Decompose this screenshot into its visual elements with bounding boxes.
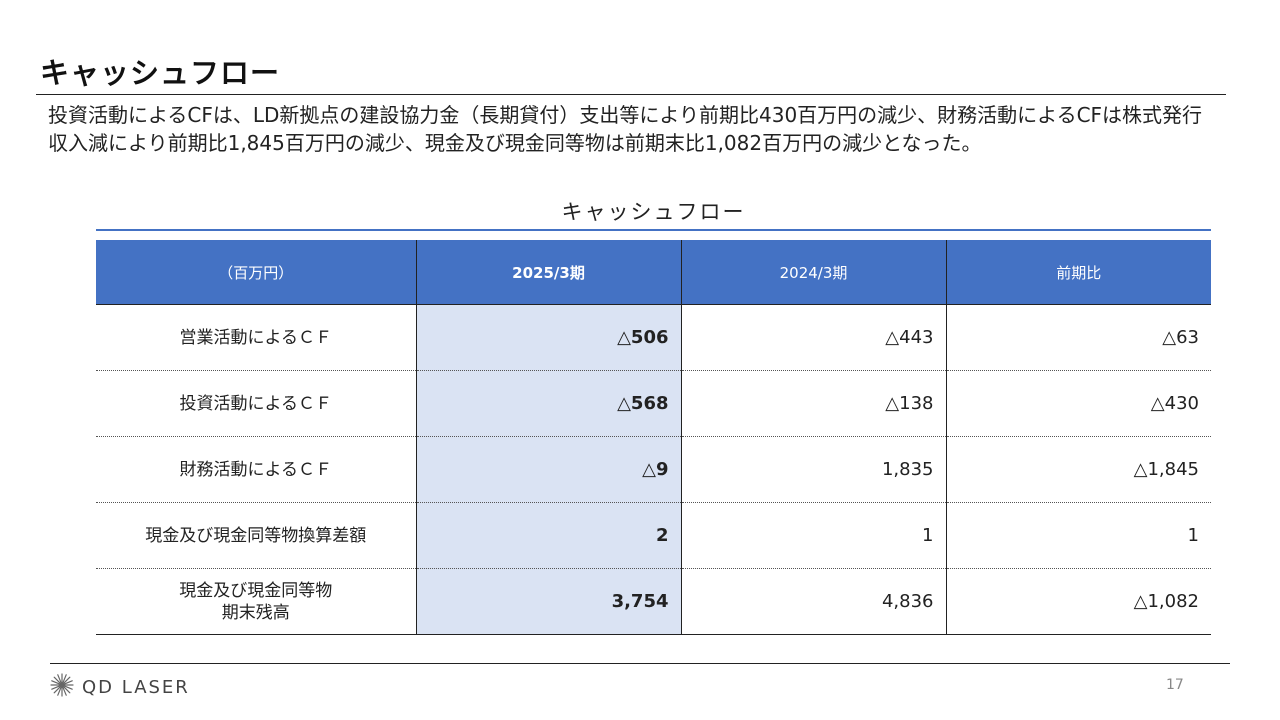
row-label-text: 投資活動によるＣＦ [179,393,333,414]
cell-change: △1,082 [945,568,1211,635]
cell-current: △568 [415,370,681,437]
footer-divider [50,663,1230,664]
page-number: 17 [1166,677,1184,693]
cell-previous: △138 [680,370,946,437]
starburst-icon [50,673,74,701]
row-label: 財務活動によるＣＦ [96,436,416,503]
cell-previous: 1,835 [680,436,946,503]
summary-text: 投資活動によるCFは、LD新拠点の建設協力金（長期貸付）支出等により前期比430… [48,103,1203,155]
cell-change: △1,845 [945,436,1211,503]
row-label-text: 営業活動によるＣＦ [179,327,333,348]
row-label: 営業活動によるＣＦ [96,304,416,371]
header-change: 前期比 [945,240,1211,305]
table-row: 投資活動によるＣＦ △568 △138 △430 [96,370,1211,437]
row-label: 現金及び現金同等物換算差額 [96,502,416,569]
cell-current: 3,754 [415,568,681,635]
row-label: 現金及び現金同等物 期末残高 [96,568,416,635]
row-label-text: 現金及び現金同等物 [179,580,333,601]
table-row: 営業活動によるＣＦ △506 △443 △63 [96,304,1211,371]
table-row: 現金及び現金同等物 期末残高 3,754 4,836 △1,082 [96,568,1211,635]
row-label-text: 現金及び現金同等物換算差額 [145,525,367,546]
cell-current: △9 [415,436,681,503]
row-label-text-line2: 期末残高 [221,602,290,623]
cell-change: △63 [945,304,1211,371]
cell-change: 1 [945,502,1211,569]
header-previous-period: 2024/3期 [680,240,946,305]
table-caption: キャッシュフロー [561,200,746,224]
table-header-row: （百万円） 2025/3期 2024/3期 前期比 [96,240,1211,305]
table-row: 現金及び現金同等物換算差額 2 1 1 [96,502,1211,569]
header-unit: （百万円） [96,240,416,305]
cell-previous: △443 [680,304,946,371]
header-current-period: 2025/3期 [415,240,681,305]
row-label-text: 財務活動によるＣＦ [179,459,333,480]
caption-divider [96,229,1211,231]
slide-title: キャッシュフロー [40,56,281,90]
row-label: 投資活動によるＣＦ [96,370,416,437]
cell-change: △430 [945,370,1211,437]
cash-flow-table: （百万円） 2025/3期 2024/3期 前期比 営業活動によるＣＦ △506… [96,240,1211,635]
title-divider [36,94,1226,95]
cell-previous: 4,836 [680,568,946,635]
cell-current: 2 [415,502,681,569]
cell-current: △506 [415,304,681,371]
company-logo: QD LASER [50,673,190,701]
table-row: 財務活動によるＣＦ △9 1,835 △1,845 [96,436,1211,503]
logo-text: QD LASER [82,676,190,698]
cell-previous: 1 [680,502,946,569]
